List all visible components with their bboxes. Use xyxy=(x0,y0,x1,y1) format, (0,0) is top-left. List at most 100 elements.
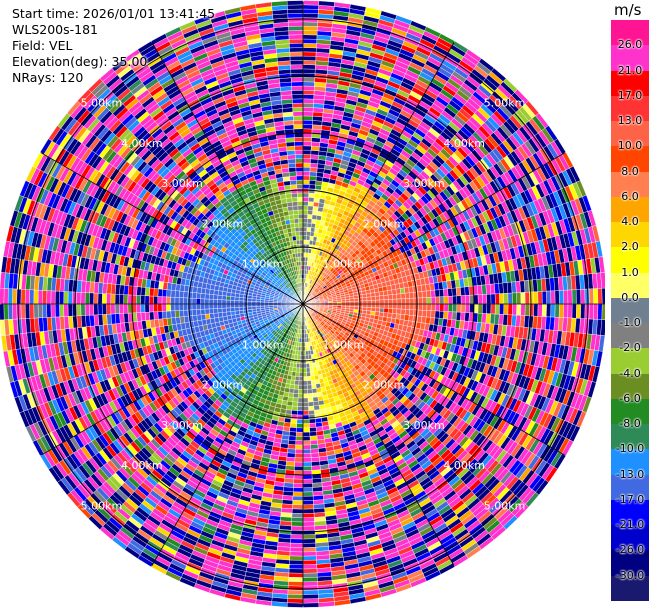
velocity-gate xyxy=(405,303,411,310)
velocity-gate xyxy=(302,90,315,95)
velocity-gate xyxy=(302,402,309,407)
velocity-gate xyxy=(295,436,304,441)
velocity-gate xyxy=(362,300,368,305)
velocity-gate xyxy=(529,303,535,317)
velocity-gate xyxy=(601,303,605,321)
velocity-gate xyxy=(302,384,308,390)
velocity-gate xyxy=(396,293,402,300)
velocity-gate xyxy=(302,534,316,540)
velocity-gate xyxy=(567,303,573,319)
velocity-gate xyxy=(520,292,526,305)
velocity-gate xyxy=(375,299,381,305)
velocity-gate xyxy=(452,295,458,305)
velocity-gate xyxy=(392,298,398,305)
velocity-gate xyxy=(302,461,312,467)
velocity-gate xyxy=(443,303,449,312)
velocity-gate xyxy=(306,231,311,237)
velocity-gate xyxy=(295,444,304,450)
velocity-gate xyxy=(302,244,307,249)
velocity-gate xyxy=(307,384,313,390)
velocity-gate xyxy=(302,175,310,181)
velocity-gate xyxy=(422,303,428,311)
velocity-gate xyxy=(516,303,522,316)
velocity-gate xyxy=(558,303,564,318)
velocity-gate xyxy=(443,296,449,305)
velocity-gate xyxy=(370,307,376,312)
velocity-gate xyxy=(295,431,304,437)
velocity-gate xyxy=(503,303,509,315)
velocity-gate xyxy=(302,30,318,36)
velocity-gate xyxy=(290,534,304,540)
velocity-gate xyxy=(430,289,436,298)
velocity-gate xyxy=(302,555,317,561)
velocity-gate xyxy=(308,192,315,198)
velocity-gate xyxy=(296,363,301,369)
velocity-gate xyxy=(309,431,318,437)
velocity-gate xyxy=(370,292,376,298)
velocity-gate xyxy=(302,205,309,211)
velocity-gate xyxy=(482,294,487,305)
velocity-gate xyxy=(430,303,436,312)
velocity-gate xyxy=(310,158,319,164)
velocity-gate xyxy=(349,301,355,305)
velocity-gate xyxy=(302,25,318,31)
velocity-gate xyxy=(533,291,539,305)
velocity-gate xyxy=(533,303,539,317)
velocity-gate xyxy=(302,559,317,565)
velocity-gate xyxy=(400,293,406,300)
velocity-gate xyxy=(387,308,393,314)
velocity-gate xyxy=(289,559,304,565)
velocity-gate xyxy=(302,457,312,463)
velocity-gate xyxy=(297,406,304,412)
velocity-gate xyxy=(302,525,316,531)
velocity-gate xyxy=(503,293,509,305)
velocity-gate xyxy=(285,461,295,467)
velocity-gate xyxy=(302,406,309,412)
velocity-gate xyxy=(295,440,304,446)
velocity-gate xyxy=(289,547,304,553)
velocity-gate xyxy=(417,291,423,299)
velocity-gate xyxy=(302,137,312,142)
velocity-gate xyxy=(297,393,304,399)
velocity-gate xyxy=(302,440,311,446)
velocity-gate xyxy=(310,439,318,446)
velocity-gate xyxy=(302,367,307,373)
velocity-gate xyxy=(311,214,318,220)
velocity-gate xyxy=(302,8,319,14)
velocity-gate xyxy=(388,299,393,305)
velocity-gate xyxy=(302,389,308,394)
velocity-gate xyxy=(307,401,314,407)
velocity-gate xyxy=(524,303,530,317)
velocity-gate xyxy=(302,85,315,91)
velocity-gate xyxy=(448,296,453,305)
velocity-gate xyxy=(580,303,586,319)
velocity-gate xyxy=(302,444,311,450)
velocity-gate xyxy=(302,474,313,480)
velocity-gate xyxy=(302,231,307,236)
velocity-gate xyxy=(499,293,505,305)
velocity-gate xyxy=(305,363,310,369)
velocity-gate xyxy=(571,289,577,305)
velocity-gate xyxy=(378,291,384,297)
velocity-gate xyxy=(392,294,398,300)
velocity-gate xyxy=(396,298,402,305)
velocity-gate xyxy=(597,288,603,305)
velocity-gate xyxy=(456,295,462,305)
velocity-gate xyxy=(302,171,311,177)
velocity-gate xyxy=(379,307,385,313)
velocity-gate xyxy=(312,392,318,398)
velocity-gate xyxy=(309,427,317,433)
velocity-gate xyxy=(305,354,309,360)
velocity-gate xyxy=(293,384,299,390)
velocity-gate xyxy=(302,158,311,164)
velocity-gate xyxy=(292,500,304,506)
velocity-gate xyxy=(358,300,364,305)
velocity-gate xyxy=(296,427,304,433)
velocity-gate xyxy=(387,289,393,296)
velocity-gate xyxy=(426,303,432,311)
velocity-gate xyxy=(438,311,445,319)
velocity-gate xyxy=(383,290,389,296)
velocity-gate xyxy=(341,299,346,303)
velocity-gate xyxy=(302,572,318,578)
